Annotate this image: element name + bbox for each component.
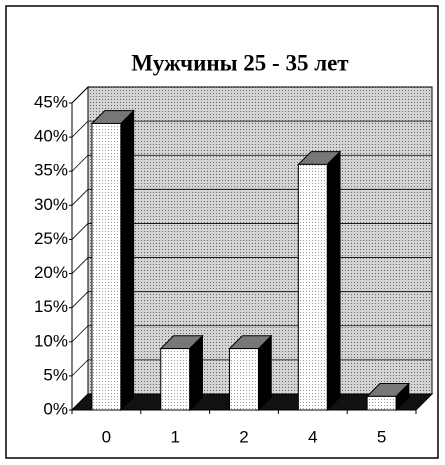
x-tick-label: 5 xyxy=(377,427,386,446)
bar xyxy=(229,348,259,411)
x-tick-label: 0 xyxy=(102,427,111,446)
bar xyxy=(297,163,328,411)
y-tick-label: 0% xyxy=(43,399,68,418)
x-tick-label: 4 xyxy=(308,427,317,446)
y-tick-label: 30% xyxy=(34,195,68,214)
y-tick-label: 40% xyxy=(34,127,68,146)
y-tick-label: 20% xyxy=(34,263,68,282)
bar-side xyxy=(120,109,135,412)
y-tick-label: 15% xyxy=(34,297,68,316)
y-tick-label: 25% xyxy=(34,229,68,248)
side-wall xyxy=(71,85,89,412)
y-tick-label: 45% xyxy=(34,92,68,111)
y-tick-label: 10% xyxy=(34,331,68,350)
grid-line xyxy=(71,154,89,172)
bar xyxy=(160,348,191,411)
x-tick-label: 2 xyxy=(239,427,248,446)
chart-title: Мужчины 25 - 35 лет xyxy=(131,50,349,75)
grid-line xyxy=(71,359,89,377)
grid-line xyxy=(71,291,89,308)
y-tick-label: 5% xyxy=(43,365,68,384)
bar-side xyxy=(326,150,341,412)
y-tick-label: 35% xyxy=(34,161,68,180)
chart-frame xyxy=(5,5,439,459)
grid-line xyxy=(71,120,89,138)
grid-line xyxy=(71,223,89,240)
grid-line xyxy=(71,189,89,206)
grid-line xyxy=(71,325,89,343)
x-tick-label: 1 xyxy=(170,427,179,446)
grid-line xyxy=(71,86,89,104)
bar xyxy=(91,122,122,411)
grid-line xyxy=(71,257,89,274)
bar xyxy=(366,395,397,411)
